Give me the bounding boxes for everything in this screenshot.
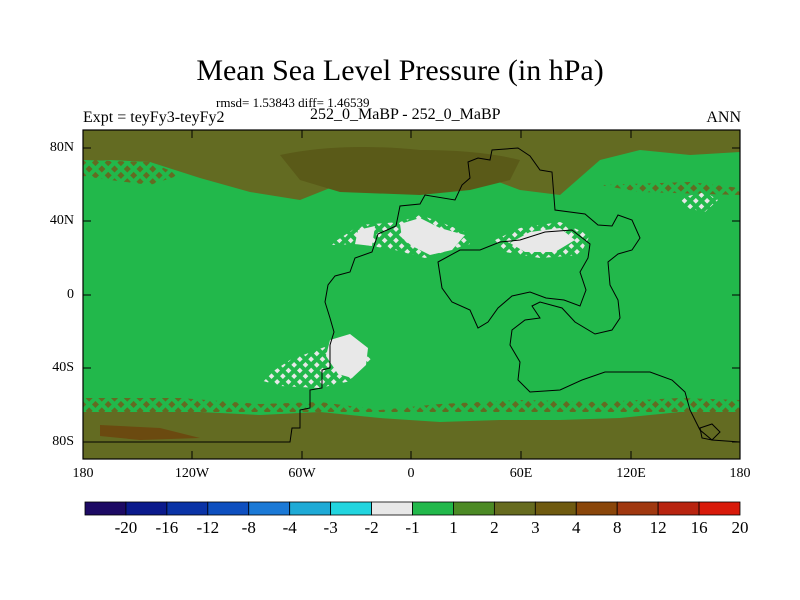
colorbar-box [493,501,536,516]
colorbar [84,501,741,516]
colorbar-label: -8 [241,518,256,537]
low-anomaly-patch [510,228,575,252]
lat-tick-label: 0 [67,287,74,302]
antarctic-dark-region [83,408,740,459]
rmsd-diff-stats: rmsd= 1.53843 diff= 1.46539 [216,95,370,110]
hatched-transition [83,398,740,412]
colorbar-box [412,501,454,516]
lat-tick-label: 80N [49,140,74,155]
lon-tick-label: 180 [729,466,751,481]
continent-inner-outline [437,229,591,329]
colorbar-label: 12 [649,518,667,537]
axis-ticks [83,130,740,459]
colorbar-box [616,501,659,516]
colorbar-label: 16 [690,518,708,537]
low-anomaly-patch [400,218,465,255]
hatched-transition [600,182,740,195]
colorbar-label: 20 [731,518,749,537]
colorbar-label: -16 [155,518,179,537]
colorbar-box [453,501,495,516]
colorbar-box [289,501,332,516]
low-anomaly-patch [326,334,368,378]
colorbar-label: -12 [196,518,220,537]
hatched-transition [83,160,180,185]
lon-tick-label: 120W [174,466,210,481]
colorbar-label: 1 [449,518,458,537]
colorbar-label: -20 [114,518,138,537]
lon-tick-label: 60E [509,466,533,481]
colorbar-box [534,501,577,516]
hatched-white-region [680,192,718,212]
colorbar-label: -4 [282,518,297,537]
colorbar-label: -3 [323,518,338,537]
antarctic-darker-region [100,425,200,440]
lon-tick-label: 180 [72,466,94,481]
colorbar-box [698,501,741,516]
colorbar-label: 4 [572,518,581,537]
lon-tick-label: 120E [616,466,646,481]
experiment-names: 252_0_MaBP - 252_0_MaBP [310,106,501,123]
colorbar-box [207,501,250,516]
lon-tick-label: 0 [407,466,415,481]
low-anomaly-patch [355,226,375,246]
colorbar-box [330,501,372,516]
lat-tick-label: 40N [49,213,74,228]
continent-outline [83,147,740,443]
lat-tick-label: 40S [52,360,74,375]
colorbar-label: 2 [490,518,499,537]
pressure-field [83,130,740,459]
colorbar-box [166,501,209,516]
colorbar-box [575,501,618,516]
colorbar-box [657,501,700,516]
colorbar-label: -2 [364,518,379,537]
colorbar-label: -1 [405,518,420,537]
arctic-darker-region [280,146,520,195]
island-outline [699,423,721,441]
colorbar-box [125,501,168,516]
experiment-label: Expt = teyFy3-teyFy2 [83,109,225,126]
colorbar-box [248,501,291,516]
colorbar-label: 3 [531,518,540,537]
lat-tick-label: 80S [52,434,74,449]
lon-tick-label: 60W [288,466,316,481]
colorbar-box [371,501,413,516]
colorbar-label: 8 [612,518,622,537]
season-label: ANN [706,109,741,126]
chart-title: Mean Sea Level Pressure (in hPa) [196,54,604,87]
colorbar-box [84,501,127,516]
